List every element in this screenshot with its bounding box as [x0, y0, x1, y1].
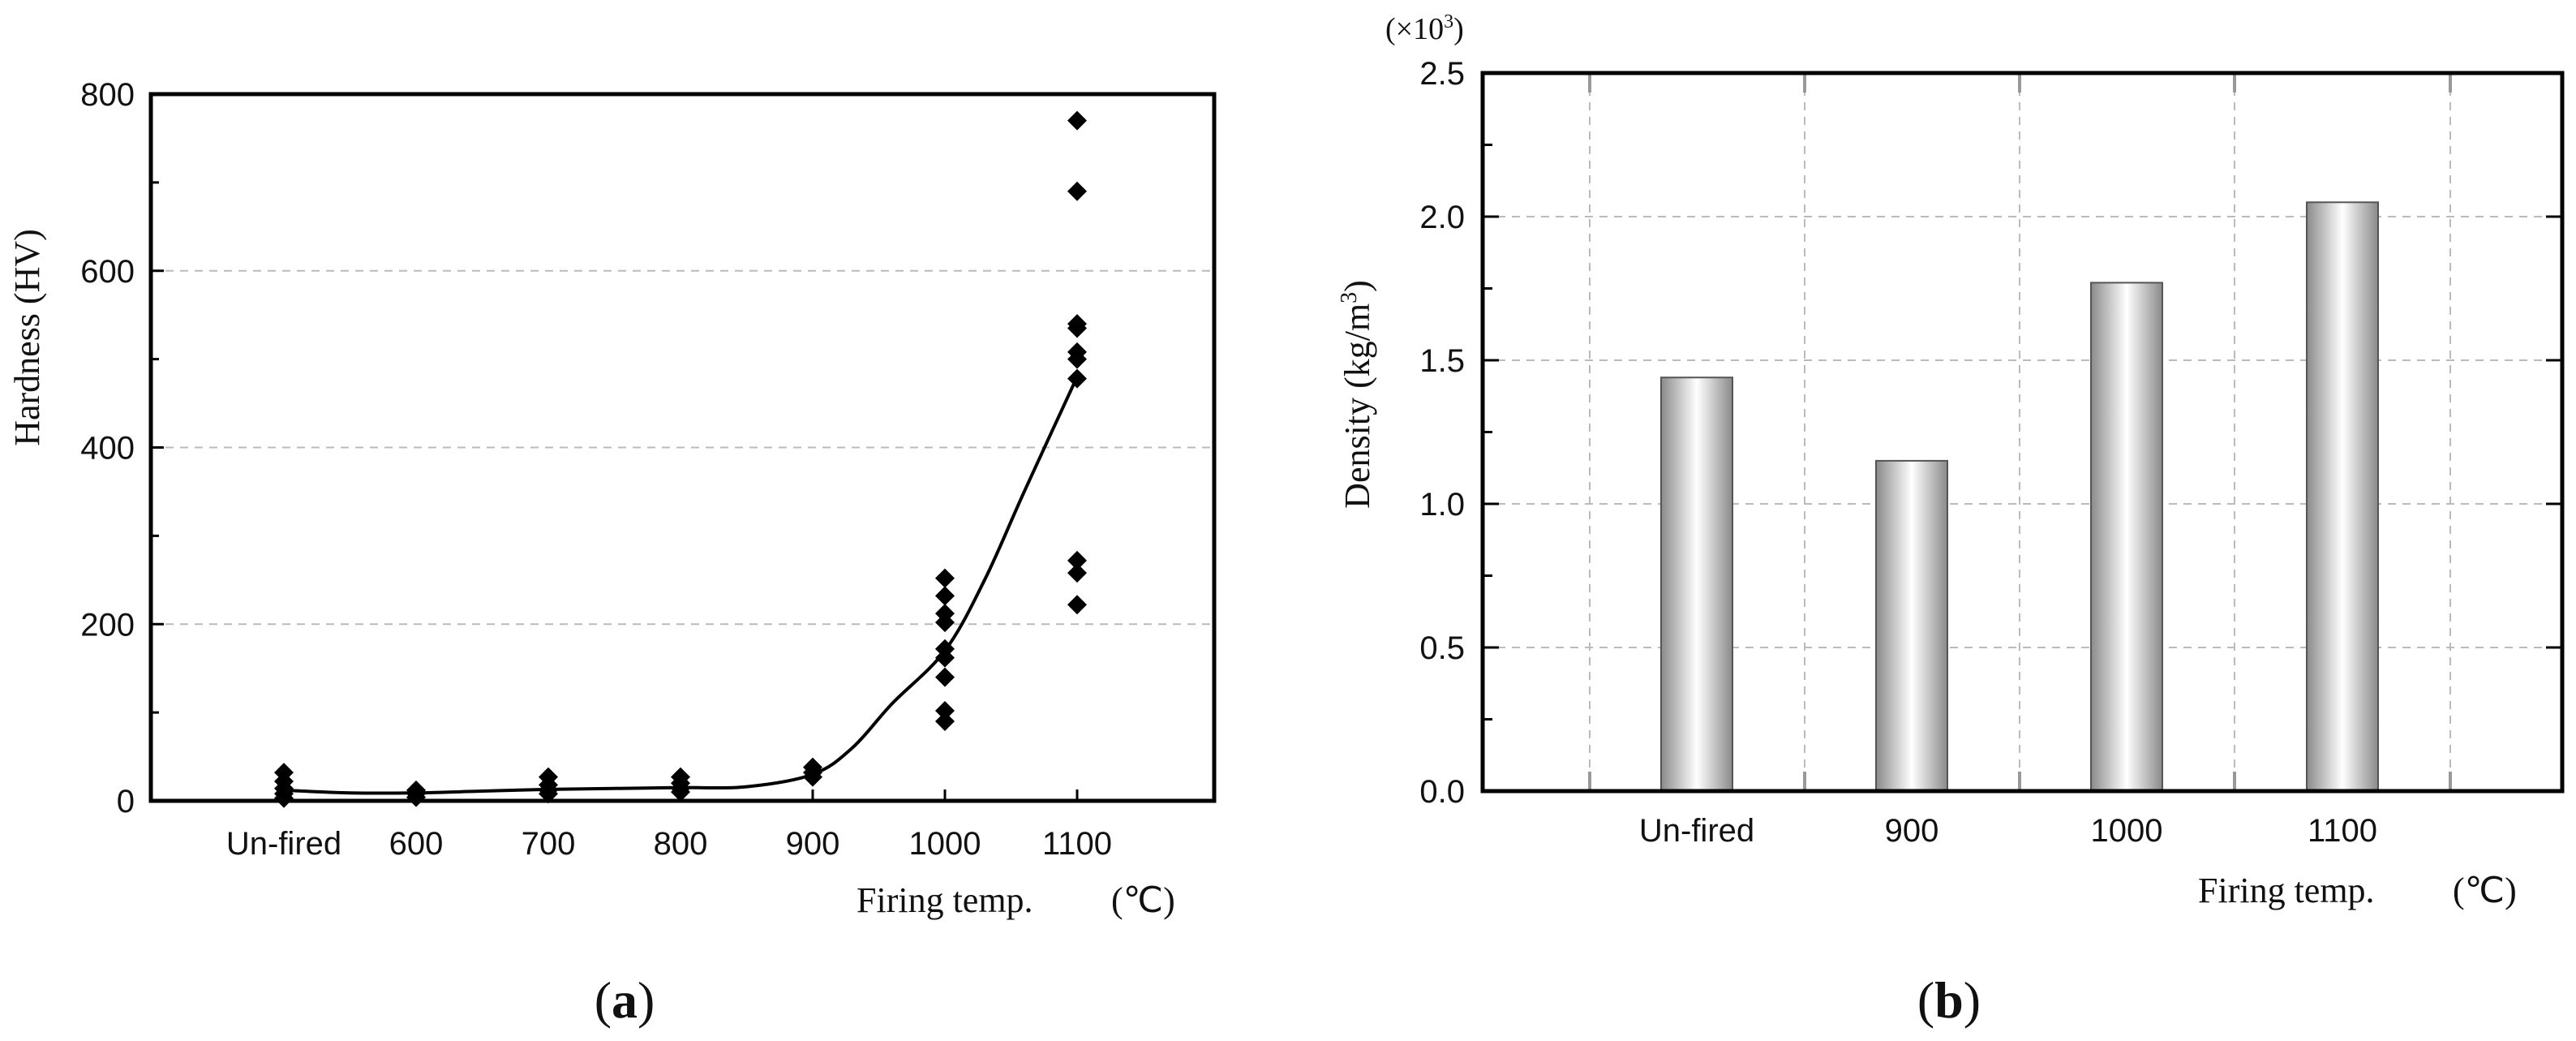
hardness-x-tick-label: 600 — [389, 826, 444, 862]
hardness-points — [274, 110, 1087, 808]
hardness-trend-line — [283, 376, 1079, 795]
density-y-axis-title: Density (kg/m3) — [1337, 280, 1377, 509]
hardness-point — [935, 712, 955, 732]
density-plot-frame — [1480, 71, 2565, 794]
density-chart: 0.0 0.5 1.0 1.5 2.0 2.5 Un-fired 900 1000 1100 (… — [1337, 11, 2565, 1029]
hardness-x-ticks: Un-fired 600 700 800 900 1000 1100 — [226, 789, 1112, 862]
hardness-point — [935, 586, 955, 606]
hardness-point — [1067, 563, 1087, 583]
density-y-tick-label: 0.5 — [1419, 630, 1465, 666]
density-y-tick-label: 0.0 — [1419, 774, 1465, 810]
hardness-point — [1067, 550, 1087, 570]
density-x-tick-label: 900 — [1885, 813, 1939, 849]
hardness-point — [935, 613, 955, 633]
density-bar — [1875, 459, 1948, 793]
hardness-point — [274, 788, 294, 808]
density-bar — [2306, 201, 2379, 793]
hardness-y-tick-label: 200 — [80, 607, 135, 643]
panel-label-b: (b) — [1917, 971, 1981, 1029]
hardness-x-tick-label: 700 — [522, 826, 576, 862]
density-y-ticks: 0.0 0.5 1.0 1.5 2.0 2.5 — [1419, 56, 2562, 810]
hardness-x-tick-label: Un-fired — [226, 826, 341, 862]
hardness-point — [671, 782, 690, 802]
hardness-point — [1067, 181, 1087, 201]
hardness-x-tick-label: 1000 — [909, 826, 981, 862]
hardness-y-tick-label: 600 — [80, 254, 135, 290]
density-y-tick-label: 1.0 — [1419, 487, 1465, 523]
hardness-y-tick-label: 0 — [117, 784, 135, 819]
hardness-x-axis-title: Firing temp. — [857, 880, 1033, 920]
panel-label-a: (a) — [595, 971, 655, 1029]
hardness-x-tick-label: 800 — [654, 826, 708, 862]
hardness-x-tick-label: 900 — [786, 826, 840, 862]
hardness-chart: 0 200 400 600 800 Un-fired 600 700 800 900 1000 11… — [7, 77, 1217, 1029]
hardness-y-tick-label: 400 — [80, 431, 135, 467]
density-y-tick-label: 2.0 — [1419, 200, 1465, 235]
density-bar — [2090, 282, 2163, 793]
density-y-tick-label: 1.5 — [1419, 343, 1465, 379]
density-multiplier: (×103) — [1385, 11, 1464, 46]
hardness-gridlines — [151, 269, 1214, 626]
density-x-tick-label: 1100 — [2308, 813, 2377, 849]
density-gridlines — [1483, 73, 2562, 791]
density-bar — [1660, 376, 1733, 792]
hardness-point — [1067, 368, 1087, 389]
density-x-tick-label: 1000 — [2091, 813, 2163, 849]
density-x-axis-unit: (℃) — [2453, 871, 2517, 910]
hardness-y-axis-title: Hardness (HV) — [7, 229, 47, 446]
hardness-point — [803, 767, 822, 787]
hardness-point — [539, 784, 558, 804]
hardness-x-axis-unit: (℃) — [1111, 880, 1175, 920]
density-x-axis-title: Firing temp. — [2198, 871, 2375, 910]
density-x-tick-label: Un-fired — [1639, 813, 1754, 849]
density-y-tick-label: 2.5 — [1419, 56, 1465, 92]
hardness-plot-frame — [148, 92, 1217, 803]
hardness-point — [935, 700, 955, 721]
hardness-x-tick-label: 1100 — [1042, 826, 1112, 862]
hardness-point — [935, 667, 955, 687]
hardness-point — [935, 647, 955, 668]
hardness-point — [935, 568, 955, 588]
hardness-y-tick-label: 800 — [80, 77, 135, 113]
hardness-point — [1067, 595, 1087, 615]
hardness-point — [1067, 349, 1087, 369]
density-x-ticks: Un-fired 900 1000 1100 — [1588, 73, 2452, 849]
hardness-point — [1067, 318, 1087, 338]
hardness-point — [1067, 110, 1087, 131]
